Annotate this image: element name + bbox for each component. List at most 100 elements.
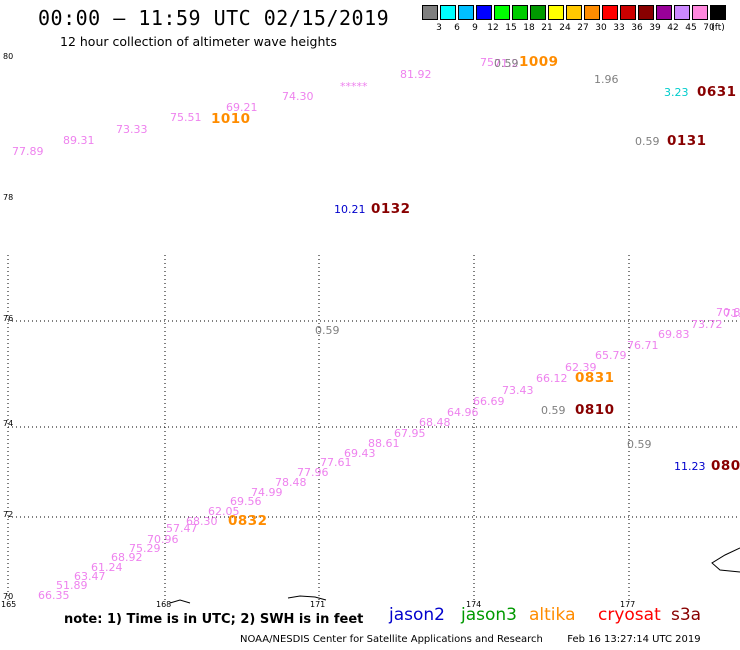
swh-value-label: 73.72	[691, 318, 723, 331]
colorbar-swatch	[656, 5, 672, 20]
swh-value-label: 62.05	[208, 505, 240, 518]
generated-timestamp: Feb 16 13:27:14 UTC 2019	[567, 634, 701, 645]
swh-value-label: 75.	[480, 56, 498, 69]
swh-value-label: 74.99	[251, 486, 283, 499]
colorbar-tick-label: 30	[595, 23, 607, 33]
swh-value-label: 78.48	[275, 476, 307, 489]
pass-time-label: 0631	[697, 84, 737, 100]
swh-value-label: 68.48	[419, 416, 451, 429]
swh-value-label: 73.33	[116, 123, 148, 136]
colorbar-swatch	[602, 5, 618, 20]
coastline-segment	[169, 599, 191, 604]
pass-time-label: 0832	[228, 513, 268, 529]
lat-axis-label: 76	[3, 314, 14, 323]
colorbar-swatch	[620, 5, 636, 20]
swh-value-label: 63.47	[74, 570, 106, 583]
colorbar-tick-label: 12	[487, 23, 499, 33]
credit-text: NOAA/NESDIS Center for Satellite Applica…	[240, 634, 543, 645]
colorbar-swatch	[494, 5, 510, 20]
swh-value-label: 69.56	[230, 495, 262, 508]
pass-time-label: 0131	[667, 133, 707, 149]
lat-axis-label: 78	[3, 193, 14, 202]
swh-value-label: 75.29	[129, 542, 161, 555]
colorbar-swatch	[674, 5, 690, 20]
swh-value-label: 0.59	[541, 404, 566, 417]
swh-value-label: 3.23	[664, 86, 689, 99]
mission-legend-altika: altika	[529, 605, 576, 625]
swh-value-label: 71.	[724, 307, 740, 320]
lon-axis-label: 177	[620, 600, 636, 609]
swh-value-label: 76.71	[627, 339, 659, 352]
colorbar-swatch	[710, 5, 726, 20]
swh-value-label: 77.61	[320, 456, 352, 469]
swh-value-label: 71.2	[494, 57, 519, 70]
colorbar-swatch	[476, 5, 492, 20]
swh-value-label: 73.43	[502, 384, 534, 397]
pass-time-label: 1009	[519, 54, 559, 70]
lat-axis-label: 74	[3, 419, 14, 428]
swh-value-label: 70.96	[147, 533, 179, 546]
colorbar-swatch	[512, 5, 528, 20]
colorbar-swatch	[638, 5, 654, 20]
colorbar-swatch	[422, 5, 438, 20]
coastline-segment	[711, 547, 740, 573]
swh-value-label: 68.92	[111, 551, 143, 564]
colorbar-tick-label: 70	[703, 23, 715, 33]
lon-axis-label: 171	[310, 600, 326, 609]
swh-value-label: *****	[340, 80, 368, 93]
colorbar-tick-label: 42	[667, 23, 679, 33]
figure-title: 00:00 – 11:59 UTC 02/15/2019	[38, 6, 390, 30]
swh-value-label: 67.95	[394, 427, 426, 440]
swh-value-label: 69.21	[226, 101, 258, 114]
units-note: note: 1) Time is in UTC; 2) SWH is in fe…	[64, 612, 364, 627]
mission-legend-jason2: jason2	[389, 605, 445, 625]
colorbar-swatch	[692, 5, 708, 20]
credit-footer: NOAA/NESDIS Center for Satellite Applica…	[240, 634, 701, 645]
colorbar-tick-label: 6	[454, 23, 460, 33]
swh-value-label: 0.59	[627, 438, 652, 451]
wave-height-colorbar: 3 6 9 12 15 18 21 24 27 30 33 36 39 42 45 70 (ft)	[422, 5, 729, 39]
colorbar-tick-label: 9	[472, 23, 478, 33]
swh-value-label: 77.89	[12, 145, 44, 158]
lat-axis-label: 80	[3, 52, 14, 61]
mission-legend-jason3: jason3	[461, 605, 517, 625]
swh-value-label: 64.96	[447, 406, 479, 419]
swh-value-label: 88.61	[368, 437, 400, 450]
colorbar-tick-label: 39	[649, 23, 661, 33]
mission-legend-cryosat: cryosat	[598, 605, 661, 625]
swh-value-label: 70.8	[716, 306, 740, 319]
swh-value-label: 81.92	[400, 68, 432, 81]
swh-value-label: 1.96	[594, 73, 619, 86]
swh-value-label: 0.59	[635, 135, 660, 148]
colorbar-tick-label: 18	[523, 23, 535, 33]
colorbar-tick-label: 15	[505, 23, 517, 33]
colorbar-swatch	[566, 5, 582, 20]
colorbar-swatch	[440, 5, 456, 20]
swh-value-label: 66.12	[536, 372, 568, 385]
lat-axis-label: 70	[3, 592, 14, 601]
swh-value-label: 74.30	[282, 90, 314, 103]
swh-value-label: 69.83	[658, 328, 690, 341]
swh-value-label: 89.31	[63, 134, 95, 147]
colorbar-tick-label: 27	[577, 23, 589, 33]
colorbar-tick-label: 36	[631, 23, 643, 33]
swh-value-label: 66.69	[473, 395, 505, 408]
swh-value-label: 77.96	[297, 466, 329, 479]
pass-time-label: 080	[711, 458, 740, 474]
figure-subtitle: 12 hour collection of altimeter wave hei…	[60, 34, 337, 49]
swh-value-label: 0.59	[494, 57, 519, 70]
colorbar-tick-label: 24	[559, 23, 571, 33]
colorbar-unit: (ft)	[711, 23, 725, 33]
swh-value-label: 75.51	[170, 111, 202, 124]
swh-value-label: 61.24	[91, 561, 123, 574]
colorbar-swatch	[458, 5, 474, 20]
colorbar-swatch	[584, 5, 600, 20]
colorbar-swatch	[548, 5, 564, 20]
lon-axis-label: 174	[466, 600, 482, 609]
pass-time-label: 0831	[575, 370, 615, 386]
swh-value-label: 57.47	[166, 522, 198, 535]
swh-value-label: 0.59	[315, 324, 340, 337]
colorbar-tick-label: 21	[541, 23, 553, 33]
